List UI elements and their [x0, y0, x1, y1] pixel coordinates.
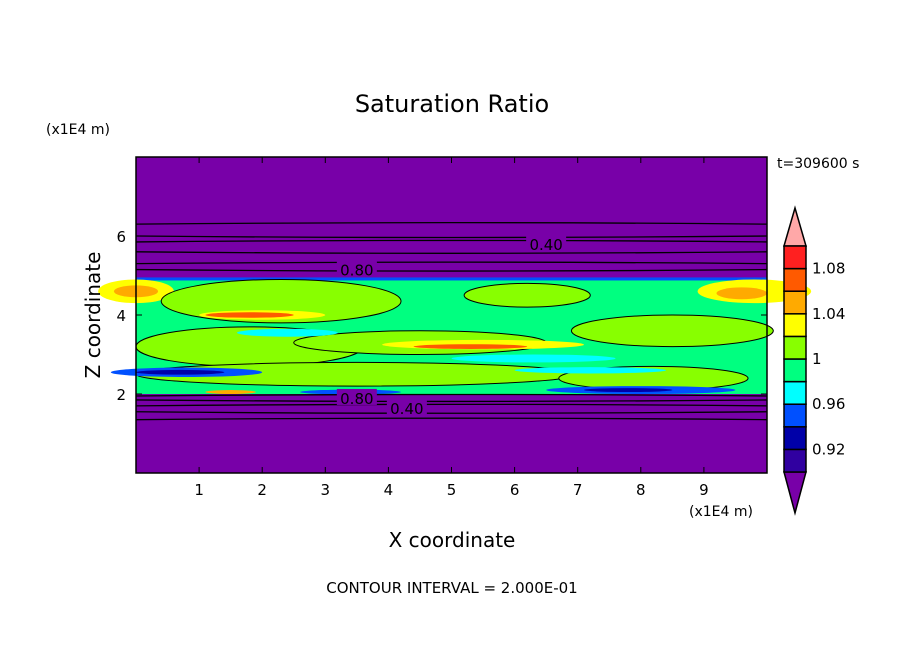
contour-line: [135, 222, 768, 225]
colorbar-swatch: [783, 335, 807, 360]
layer-top-edge: [136, 277, 767, 281]
contour-interval-footer: CONTOUR INTERVAL = 2.000E-01: [326, 579, 577, 597]
colorbar-swatch: [783, 290, 807, 315]
contour-field: 0.40 0.80 0.80 0.40: [98, 157, 812, 473]
x-tick-label: 6: [510, 481, 520, 499]
colorbar-swatch: [783, 358, 807, 383]
colorbar-swatch: [783, 245, 807, 270]
x-tick-label: 4: [384, 481, 394, 499]
colorbar-swatch: [783, 448, 807, 473]
colorbar-tick-label: 0.96: [812, 395, 845, 413]
colorbar-tick-label: 1.08: [812, 260, 845, 278]
colorbar-swatch: [783, 403, 807, 428]
contour-line: [135, 251, 768, 254]
colorbar-swatch: [783, 267, 807, 292]
contour-line: [135, 239, 768, 243]
colorbar-tick-label: 1: [812, 350, 822, 368]
contour-region: [463, 282, 591, 308]
contour-label: 0.80: [340, 262, 373, 280]
contour-line: [135, 411, 768, 414]
chart-title: Saturation Ratio: [355, 90, 549, 118]
x-tick-label: 8: [636, 481, 646, 499]
x-tick-label: 9: [699, 481, 709, 499]
contour-region: [413, 344, 528, 349]
x-tick-label: 7: [573, 481, 583, 499]
time-label: t=309600 s: [777, 156, 859, 172]
colorbar: 0.92 0.96 1 1.04 1.08: [783, 205, 845, 516]
x-tick-label: 2: [257, 481, 267, 499]
contour-region: [205, 312, 294, 318]
x-axis-label: X coordinate: [389, 528, 516, 552]
contour-region: [205, 390, 256, 394]
x-tick-label: 5: [447, 481, 457, 499]
colorbar-over-triangle: [783, 205, 807, 247]
colorbar-swatch: [783, 380, 807, 405]
colorbar-under-triangle: [783, 471, 807, 516]
y-tick-label: 4: [116, 307, 126, 325]
contour-label: 0.80: [340, 390, 373, 408]
contour-line: [135, 403, 768, 407]
contour-label-bg: [526, 234, 567, 251]
contour-label-bg: [336, 388, 377, 405]
contour-region: [136, 369, 225, 375]
y-tick-label: 6: [116, 228, 126, 246]
contour-label-bg: [386, 398, 427, 415]
colorbar-swatch: [783, 313, 807, 338]
axis-ticks: 1 2 3 4 5 6 7 8 9 2 4 6: [116, 157, 767, 499]
colorbar-tick-label: 1.04: [812, 305, 845, 323]
colorbar-tick-label: 0.92: [812, 440, 845, 458]
y-tick-label: 2: [116, 386, 126, 404]
contour-region: [584, 388, 673, 393]
contour-line: [135, 235, 768, 239]
contour-line: [135, 268, 768, 272]
contour-line: [135, 399, 768, 403]
contour-label: 0.40: [529, 236, 562, 254]
x-tick-label: 3: [321, 481, 331, 499]
contour-region: [570, 314, 774, 348]
contour-line: [135, 393, 768, 397]
colorbar-swatch: [783, 426, 807, 451]
y-unit-label: (x1E4 m): [46, 122, 110, 138]
y-axis-label: Z coordinate: [81, 252, 105, 379]
contour-line: [135, 261, 768, 265]
contour-label: 0.40: [390, 400, 423, 418]
contour-region: [716, 287, 767, 300]
contour-line: [135, 417, 768, 421]
contour-region: [514, 367, 667, 374]
contour-region: [451, 354, 616, 363]
x-unit-label: (x1E4 m): [689, 504, 753, 520]
contour-region: [236, 328, 338, 337]
contour-label-bg: [336, 260, 377, 277]
x-tick-label: 1: [194, 481, 204, 499]
